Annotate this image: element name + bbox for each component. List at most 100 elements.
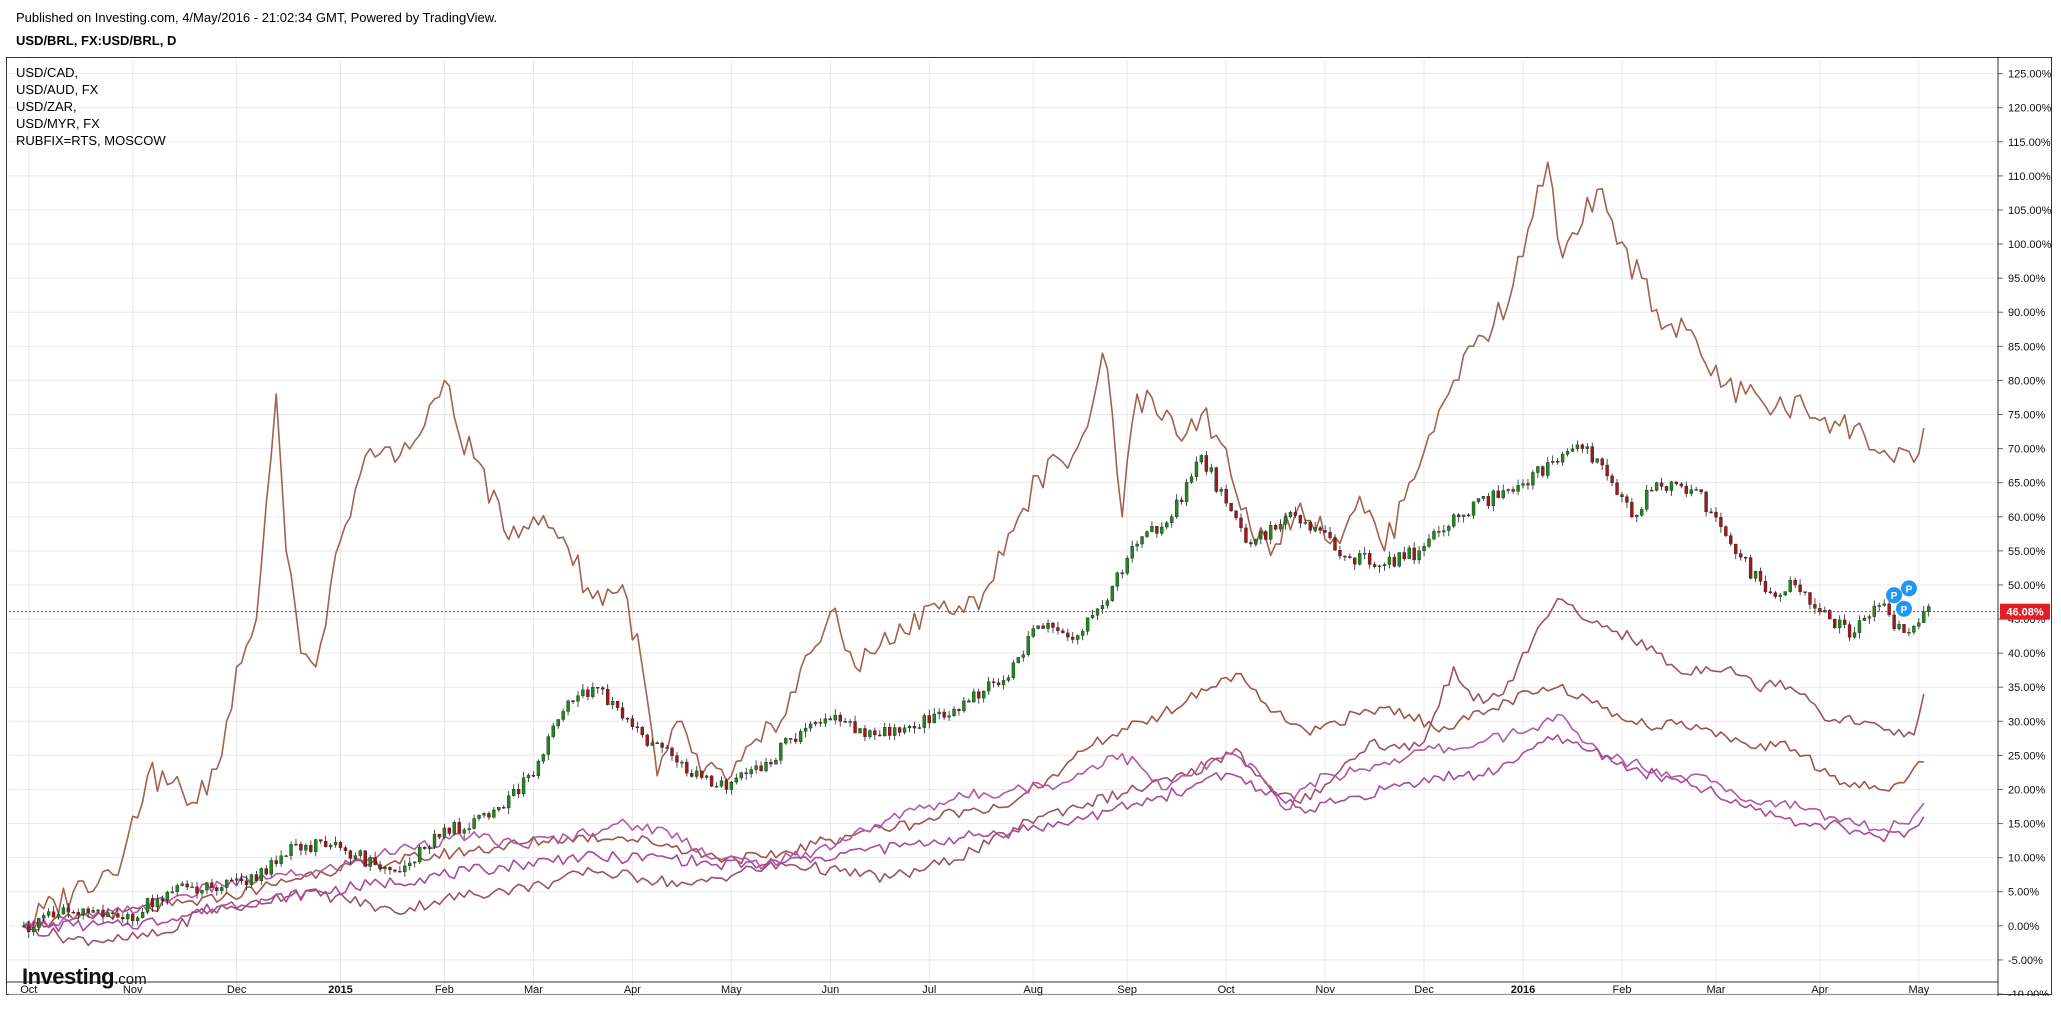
- candle-body: [1006, 677, 1011, 681]
- candle-body: [1392, 556, 1397, 567]
- y-tick-label: 5.00%: [2008, 887, 2039, 899]
- candle-body: [972, 691, 976, 703]
- candle-body: [1922, 611, 1926, 623]
- candle-body: [51, 911, 56, 918]
- candle-body: [314, 839, 318, 852]
- candle-body: [665, 747, 669, 749]
- candle-body: [1382, 564, 1387, 567]
- candle-body: [1145, 531, 1149, 537]
- candle-body: [521, 777, 526, 795]
- x-tick-label: Feb: [1612, 984, 1631, 996]
- candle-body: [1818, 608, 1822, 613]
- candle-body: [784, 738, 788, 744]
- candle-body: [1076, 635, 1080, 640]
- candle-body: [150, 898, 155, 908]
- candle-body: [868, 730, 872, 737]
- candle-body: [838, 714, 842, 722]
- candle-body: [1709, 511, 1713, 514]
- candle-body: [309, 844, 313, 852]
- candle-body: [1714, 511, 1718, 518]
- y-tick-label: 120.00%: [2008, 103, 2052, 115]
- candle-body: [1254, 538, 1258, 545]
- candle-body: [739, 772, 743, 779]
- candle-body: [774, 760, 778, 765]
- x-tick-label: Nov: [123, 984, 143, 996]
- candle-body: [808, 723, 813, 729]
- candle-body: [1837, 619, 1842, 628]
- candle-body: [1367, 553, 1372, 565]
- candle-body: [1590, 446, 1594, 463]
- candle-body: [442, 827, 447, 838]
- candle-body: [1560, 453, 1565, 463]
- legend-item-usdzar: USD/ZAR,: [16, 99, 77, 114]
- candle-body: [492, 809, 496, 818]
- candle-body: [1551, 461, 1555, 463]
- candle-body: [1377, 565, 1382, 568]
- candle-body: [338, 842, 343, 848]
- candle-body: [457, 822, 461, 834]
- candle-body: [1046, 622, 1050, 629]
- candle-body: [883, 727, 887, 737]
- candle-body: [828, 718, 833, 721]
- x-tick-label: Mar: [1707, 984, 1726, 996]
- candle-body: [408, 862, 412, 867]
- candle-body: [1150, 526, 1154, 532]
- candle-body: [1828, 610, 1832, 620]
- candle-body: [229, 879, 234, 882]
- candle-body: [526, 775, 531, 778]
- candle-body: [1001, 680, 1006, 686]
- candle-body: [655, 742, 659, 744]
- candle-body: [101, 909, 105, 917]
- candle-body: [215, 887, 219, 891]
- y-tick-label: 65.00%: [2008, 478, 2046, 490]
- y-tick-label: 95.00%: [2008, 273, 2046, 285]
- candle-body: [348, 850, 353, 859]
- y-tick-label: 70.00%: [2008, 444, 2046, 456]
- candle-body: [1239, 517, 1243, 529]
- candle-body: [660, 742, 664, 748]
- candle-body: [319, 839, 323, 842]
- x-tick-label: May: [1908, 984, 1929, 996]
- candle-body: [1892, 614, 1896, 630]
- candle-body: [1600, 458, 1604, 466]
- candle-body: [1249, 542, 1253, 545]
- candle-body: [734, 777, 739, 783]
- candle-body: [234, 878, 239, 881]
- candle-body: [605, 689, 610, 706]
- legend-item-usdaud: USD/AUD, FX: [16, 82, 99, 97]
- candle-body: [1635, 515, 1639, 517]
- legend: USD/CAD, USD/AUD, FX USD/ZAR, USD/MYR, F…: [16, 64, 166, 149]
- candle-body: [1674, 481, 1679, 485]
- candle-body: [393, 869, 397, 872]
- candle-body: [1219, 488, 1223, 492]
- y-tick-label: 80.00%: [2008, 375, 2046, 387]
- candle-body: [1531, 472, 1535, 486]
- candle-body: [477, 814, 481, 819]
- candle-body: [1852, 632, 1857, 638]
- candle-body: [279, 855, 283, 864]
- candle-body: [135, 917, 140, 922]
- candle-body: [363, 850, 367, 867]
- y-tick-label: 90.00%: [2008, 307, 2046, 319]
- y-tick-label: 115.00%: [2008, 137, 2051, 149]
- candle-body: [1427, 538, 1431, 547]
- candle-body: [1659, 482, 1664, 487]
- candle-body: [1694, 489, 1698, 491]
- candle-body: [304, 844, 308, 851]
- candle-body: [1823, 610, 1827, 613]
- candle-body: [1298, 515, 1303, 524]
- candle-body: [996, 682, 1001, 686]
- candle-body: [1288, 512, 1293, 517]
- candle-body: [798, 731, 803, 742]
- y-tick-label: 100.00%: [2008, 239, 2052, 251]
- candle-body: [200, 889, 204, 894]
- series-line-3: [23, 713, 1925, 932]
- candle-body: [630, 718, 635, 727]
- candle-body: [1645, 489, 1649, 510]
- candle-body: [759, 765, 763, 772]
- candle-body: [977, 691, 981, 699]
- candle-body: [1244, 527, 1248, 543]
- candle-body: [1927, 606, 1931, 612]
- candle-body: [1724, 526, 1728, 536]
- candle-body: [1640, 509, 1644, 516]
